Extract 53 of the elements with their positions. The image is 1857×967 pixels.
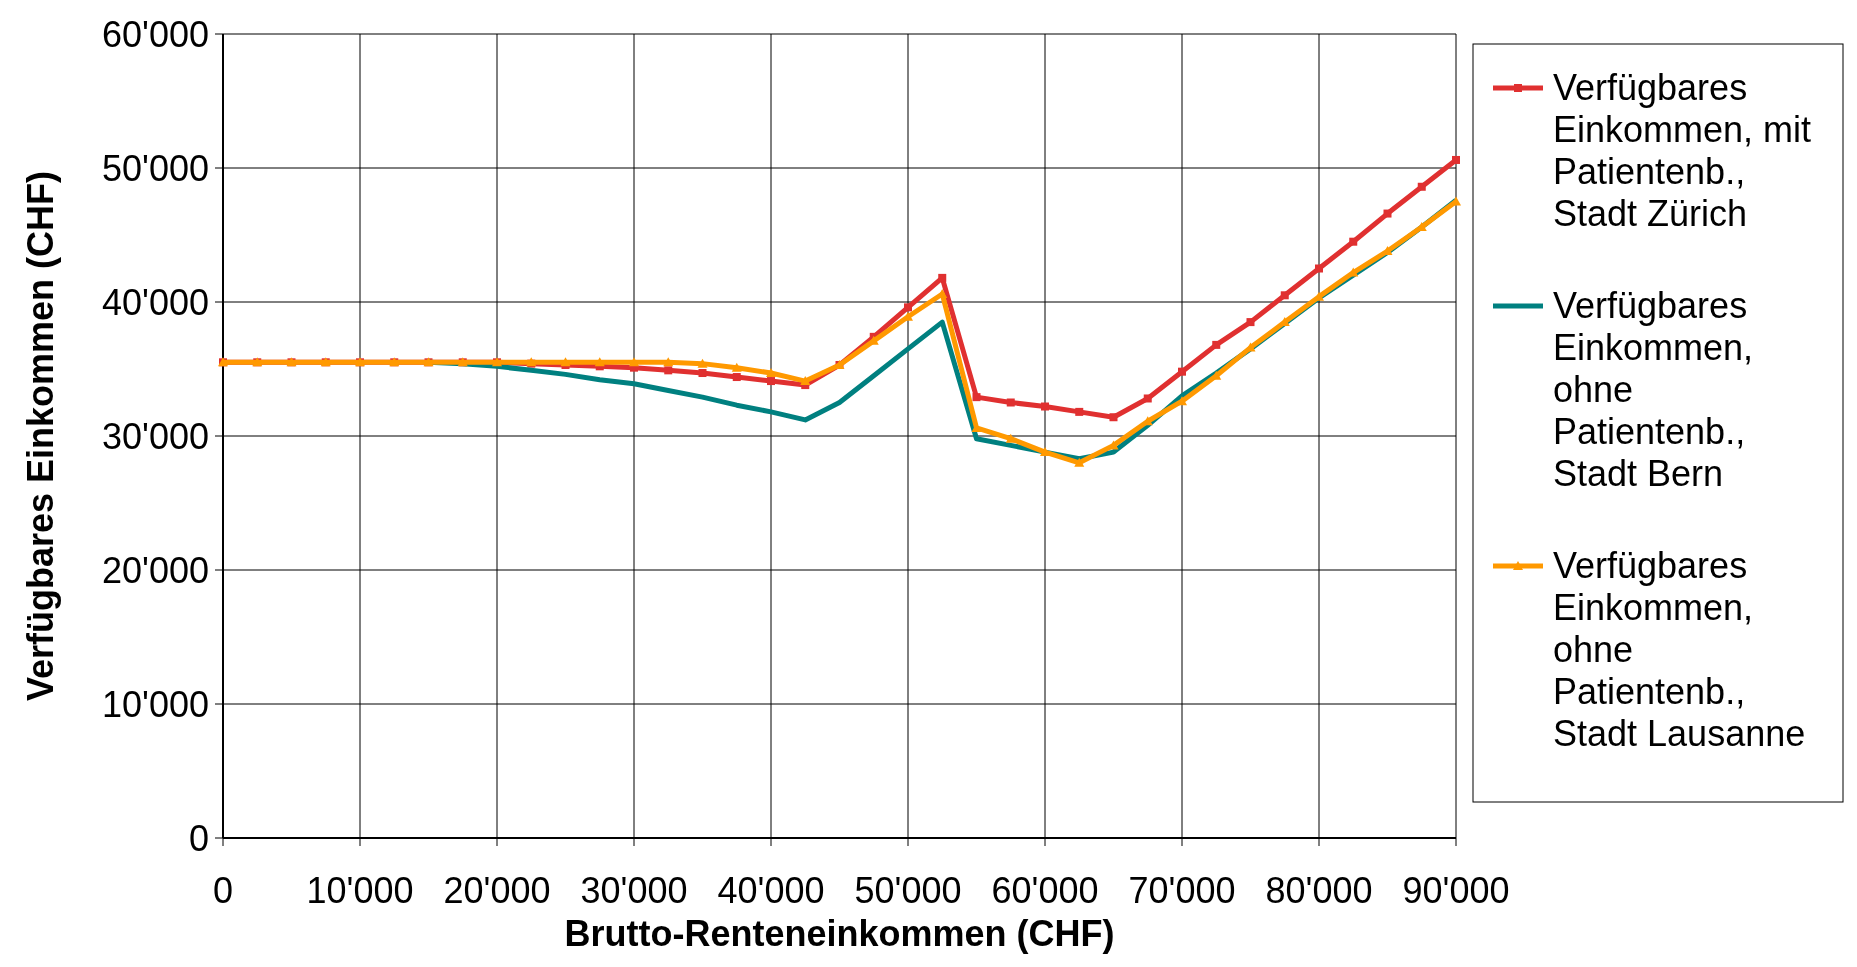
x-tick-label: 80'000 (1265, 870, 1373, 911)
point (629, 357, 639, 367)
point (904, 303, 912, 312)
point (767, 377, 775, 386)
point (1212, 340, 1221, 349)
x-tick-label: 90'000 (1402, 870, 1510, 911)
point (1349, 237, 1358, 246)
point (1109, 413, 1118, 422)
point (1383, 209, 1392, 218)
point (1075, 407, 1084, 416)
y-tick-label: 40'000 (102, 281, 209, 323)
point (1417, 182, 1426, 191)
point (732, 373, 741, 382)
x-tick-label: 70'000 (1128, 870, 1236, 911)
legend-label: Verfügbares Einkommen, mit Patientenb., Stadt Zürich (1553, 67, 1812, 234)
legend-label: Verfügbares Einkommen, ohne Patientenb., Stadt Bern (1553, 285, 1754, 494)
point (663, 357, 674, 367)
x-tick-label: 60'000 (991, 870, 1099, 911)
point (1280, 291, 1289, 300)
x-tick-label: 30'000 (580, 870, 688, 911)
point (698, 369, 707, 378)
x-tick-label: 20'000 (443, 870, 551, 911)
y-tick-label: 50'000 (102, 147, 209, 189)
y-tick-label: 10'000 (102, 683, 209, 725)
point (697, 358, 708, 368)
y-tick-label: 0 (188, 817, 209, 859)
x-tick-label: 0 (212, 870, 234, 911)
legend-label: Verfügbares Einkommen, ohne Patientenb., Stadt Lausanne (1553, 545, 1806, 754)
x-tick-label: 50'000 (854, 870, 962, 911)
point (800, 376, 811, 386)
point (1074, 457, 1085, 467)
point (1006, 398, 1015, 407)
x-axis-title: Brutto-Renteneinkommen (CHF) (564, 913, 1115, 954)
point (972, 393, 981, 402)
point (1452, 155, 1460, 164)
point (1315, 264, 1323, 273)
point (1178, 367, 1186, 376)
y-tick-label: 20'000 (102, 549, 209, 591)
point (664, 366, 673, 375)
point (731, 362, 742, 372)
point (1143, 394, 1152, 403)
y-axis-title: Verfügbares Einkommen (CHF) (20, 170, 61, 702)
point (1005, 433, 1016, 443)
x-tick-label: 40'000 (717, 870, 825, 911)
point (1041, 402, 1049, 411)
point (594, 357, 605, 367)
point (1040, 447, 1050, 457)
x-tick-label: 10'000 (306, 870, 414, 911)
y-tick-label: 30'000 (102, 415, 209, 457)
point (1246, 318, 1255, 327)
point (938, 273, 947, 282)
y-tick-label: 60'000 (102, 13, 209, 55)
point (766, 368, 776, 378)
